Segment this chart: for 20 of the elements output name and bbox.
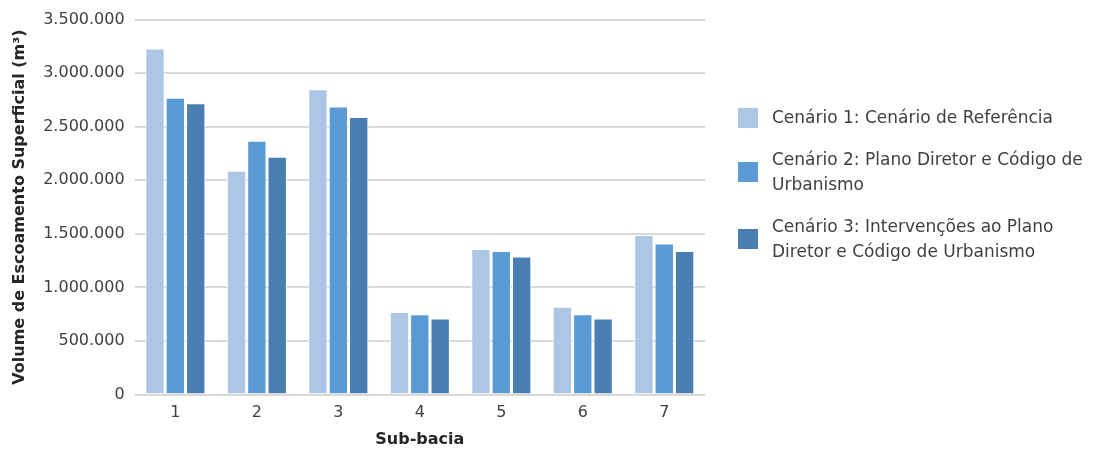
y-tick-label: 1.000.000 bbox=[43, 276, 125, 296]
y-tick-label: 500.000 bbox=[58, 330, 125, 350]
y-axis-title: Volume de Escoamento Superficial (m³) bbox=[8, 29, 28, 385]
x-tick-label: 5 bbox=[496, 402, 507, 422]
legend-label: Cenário 3: Intervenções ao Plano Diretor e Código de Urbanismo bbox=[772, 214, 1055, 263]
x-tick-label: 1 bbox=[170, 402, 181, 422]
y-tick-label: 3.000.000 bbox=[43, 62, 125, 82]
y-tick-label: 1.500.000 bbox=[43, 223, 125, 243]
x-tick-label: 2 bbox=[251, 402, 262, 422]
y-tick-label: 2.500.000 bbox=[43, 115, 125, 135]
x-tick-label: 3 bbox=[333, 402, 344, 422]
legend-label: Cenário 1: Cenário de Referência bbox=[772, 106, 1053, 129]
y-tick-label: 3.500.000 bbox=[43, 8, 125, 28]
x-tick-label: 7 bbox=[659, 402, 670, 422]
x-tick-label: 4 bbox=[414, 402, 425, 422]
x-axis-title: Sub-bacia bbox=[375, 428, 465, 448]
legend-label: Cenário 2: Plano Diretor e Código de Urbanismo bbox=[772, 147, 1084, 196]
y-tick-label: 2.000.000 bbox=[43, 169, 125, 189]
y-tick-label: 0 bbox=[114, 383, 125, 403]
x-tick-label: 6 bbox=[577, 402, 588, 422]
